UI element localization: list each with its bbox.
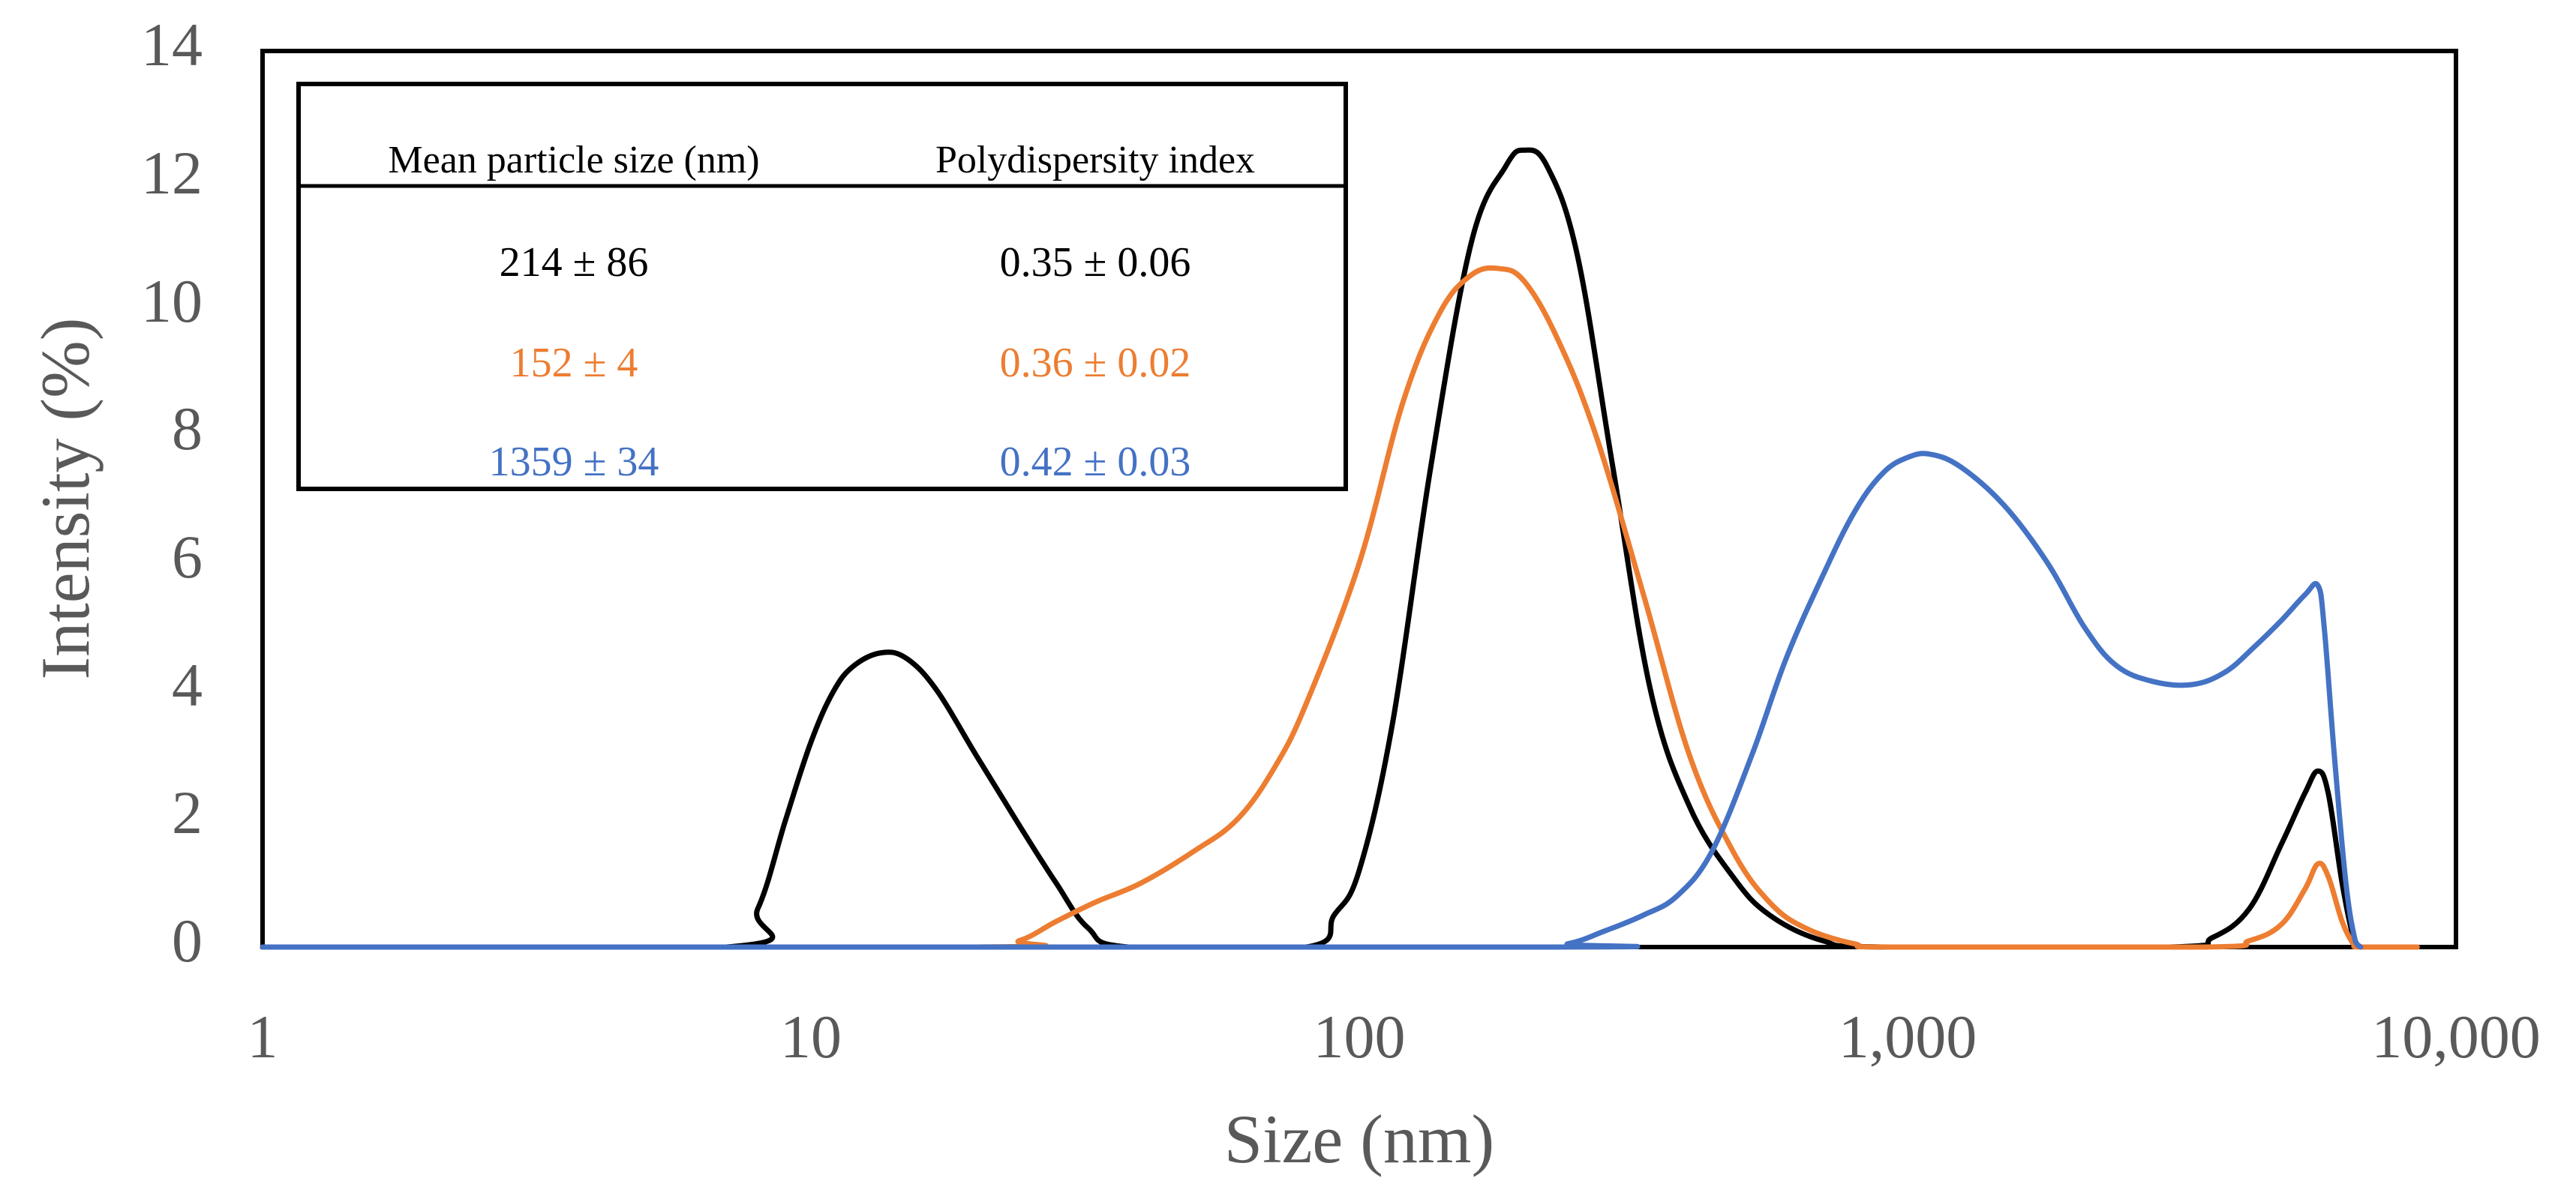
- y-axis-title: Intensity (%): [27, 318, 104, 680]
- y-tick-label: 4: [172, 651, 203, 719]
- table-cell-size: 152 ± 4: [510, 340, 638, 386]
- series-line-black: [260, 147, 2364, 950]
- y-tick-label: 2: [172, 778, 203, 847]
- table-cell-size: 214 ± 86: [500, 239, 649, 286]
- x-tick-labels: 1 10 100 1,000 10,000: [248, 1003, 2541, 1071]
- series-line-blue: [260, 451, 2364, 950]
- x-tick-label: 100: [1314, 1003, 1406, 1071]
- x-tick-label: 1,000: [1839, 1003, 1977, 1071]
- table-cell-pdi: 0.35 ± 0.06: [1000, 239, 1191, 286]
- y-tick-label: 8: [172, 394, 203, 463]
- y-tick-label: 0: [172, 907, 203, 975]
- table-cell-pdi: 0.36 ± 0.02: [1000, 340, 1191, 386]
- x-tick-label: 10,000: [2371, 1003, 2541, 1071]
- table-border: [296, 82, 1348, 491]
- x-tick-label: 10: [780, 1003, 842, 1071]
- table-header-pdi: Polydispersity index: [935, 139, 1255, 181]
- y-tick-label: 10: [141, 267, 203, 335]
- table-cell-size: 1359 ± 34: [489, 439, 659, 485]
- series-line-orange: [260, 265, 2420, 950]
- series-lines: [260, 147, 2420, 950]
- y-tick-label: 6: [172, 523, 203, 591]
- y-tick-labels: 0 2 4 6 8 10 12 14: [141, 10, 203, 975]
- y-tick-label: 12: [141, 139, 203, 207]
- summary-table: Mean particle size (nm) Polydispersity i…: [296, 82, 1348, 491]
- x-tick-label: 1: [248, 1003, 278, 1071]
- table-header-size: Mean particle size (nm): [388, 139, 759, 181]
- table-cell-pdi: 0.42 ± 0.03: [1000, 439, 1191, 485]
- x-axis-title: Size (nm): [1224, 1101, 1494, 1177]
- y-tick-label: 14: [141, 10, 203, 79]
